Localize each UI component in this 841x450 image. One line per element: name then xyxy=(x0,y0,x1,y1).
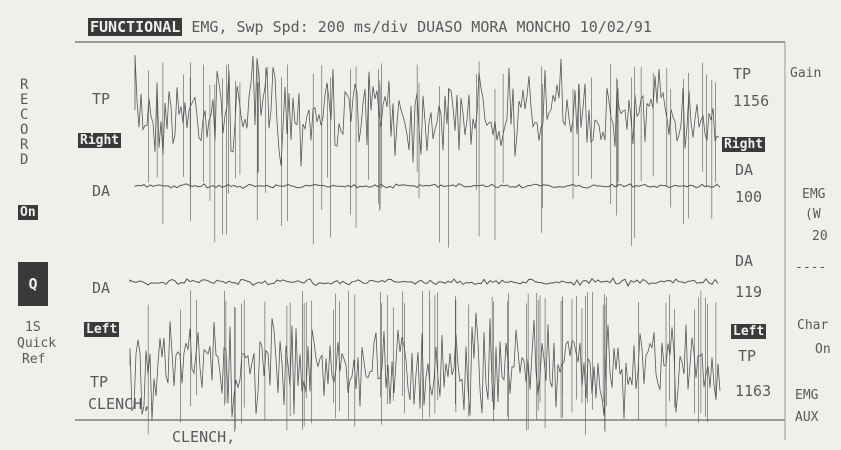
side-label: Left xyxy=(731,324,767,339)
header-sweep: Swp Spd: 200 ms/div xyxy=(236,18,409,36)
menu-item: (W xyxy=(805,207,821,222)
channel-label: TP xyxy=(92,90,111,108)
quick-ref-text: Ref xyxy=(22,352,46,367)
menu-item[interactable]: EMG xyxy=(795,388,819,403)
side-label: Right xyxy=(78,133,122,148)
gain-value: 100 xyxy=(735,188,763,206)
channel-label: DA xyxy=(735,161,754,179)
menu-item: 20 xyxy=(812,229,828,244)
channel-label: TP xyxy=(733,65,752,83)
gain-value: 1156 xyxy=(733,92,770,110)
record-label: RECORD xyxy=(20,77,29,168)
emg-trace xyxy=(129,312,721,420)
record-state[interactable]: On xyxy=(18,205,38,220)
event-label: CLENCH, xyxy=(172,428,236,446)
quick-ref-text: 1S xyxy=(25,320,41,335)
channel-label: DA xyxy=(92,279,111,297)
channel-label: TP xyxy=(738,347,757,365)
menu-item[interactable]: Char xyxy=(797,318,829,333)
channel-label: DA xyxy=(735,252,754,270)
emg-trace xyxy=(134,183,721,189)
menu-item: On xyxy=(815,342,831,357)
side-label: Right xyxy=(722,137,766,152)
channel-label: TP xyxy=(90,373,109,391)
menu-item[interactable]: Gain xyxy=(790,66,822,81)
emg-trace xyxy=(129,277,719,287)
emg-trace xyxy=(134,55,720,167)
quick-ref-button[interactable]: Q xyxy=(18,262,48,306)
header-type: EMG, xyxy=(191,18,228,36)
event-label: CLENCH, xyxy=(88,395,152,413)
gain-value: 1163 xyxy=(735,382,772,400)
menu-item: AUX xyxy=(795,410,819,425)
menu-separator: ---- xyxy=(795,260,827,275)
header: FUNCTIONAL EMG, Swp Spd: 200 ms/div DUAS… xyxy=(88,18,652,36)
menu-item[interactable]: EMG xyxy=(802,187,826,202)
quick-ref-text: Quick xyxy=(17,336,57,351)
traces xyxy=(129,55,721,435)
spike-lines xyxy=(147,61,717,435)
gain-value: 119 xyxy=(735,283,763,301)
header-mode: FUNCTIONAL xyxy=(88,18,183,36)
header-date: 10/02/91 xyxy=(579,18,652,36)
header-patient: DUASO MORA MONCHO xyxy=(417,18,571,36)
side-label: Left xyxy=(84,322,120,337)
channel-label: DA xyxy=(92,182,111,200)
